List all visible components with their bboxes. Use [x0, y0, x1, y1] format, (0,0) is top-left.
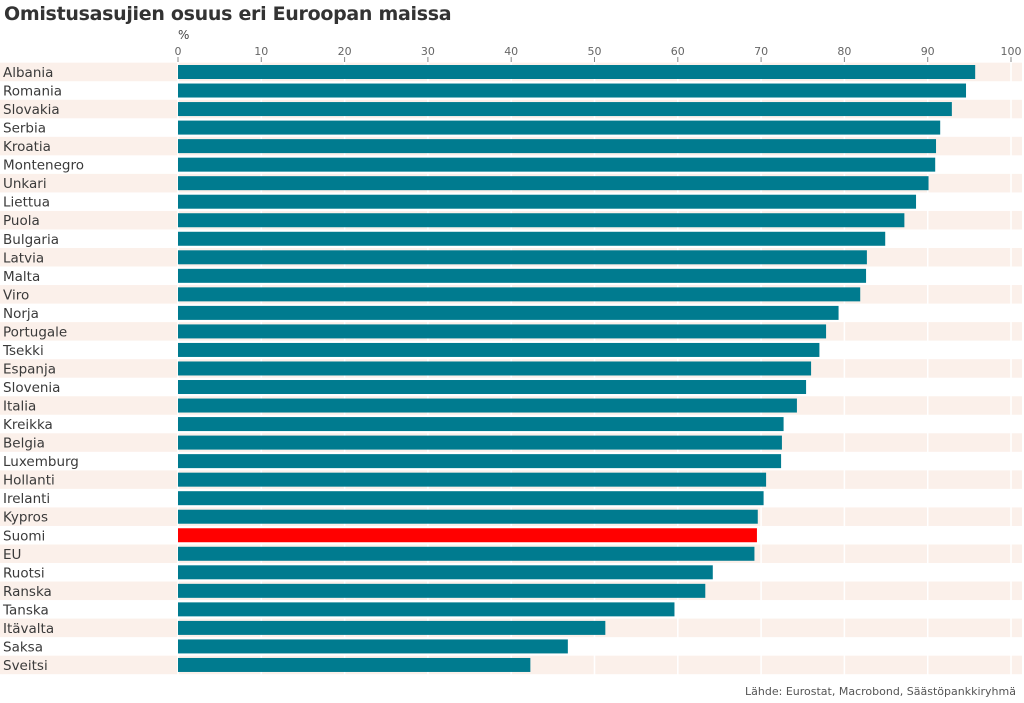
bar-albania: [178, 65, 976, 79]
bar-ruotsi: [178, 565, 713, 580]
bar-viro: [178, 287, 861, 302]
bar-saksa: [178, 639, 568, 654]
category-label: Ranska: [3, 584, 52, 600]
category-label: Saksa: [3, 639, 43, 655]
category-label: Albania: [3, 65, 53, 81]
bar-kreikka: [178, 417, 784, 432]
bar-espanja: [178, 361, 812, 376]
category-label: Irelanti: [3, 491, 50, 507]
bar-bulgaria: [178, 231, 886, 246]
category-label: Slovakia: [3, 102, 60, 118]
x-tick-label: 40: [504, 45, 518, 58]
bar-irelanti: [178, 491, 764, 506]
category-label: Latvia: [3, 250, 44, 266]
bar-liettua: [178, 194, 917, 209]
bar-unkari: [178, 176, 929, 191]
category-label: Kypros: [3, 510, 48, 526]
bar-suomi: [178, 528, 757, 543]
bar-puola: [178, 213, 905, 228]
category-label: Italia: [3, 399, 36, 415]
category-label: Espanja: [3, 361, 56, 377]
category-label: Ruotsi: [3, 565, 45, 581]
bar-montenegro: [178, 157, 936, 172]
bar-latvia: [178, 250, 867, 265]
category-label: Romania: [3, 84, 62, 100]
bar-norja: [178, 305, 839, 320]
category-label: Itävalta: [3, 621, 54, 637]
bar-serbia: [178, 120, 941, 135]
x-tick-label: 60: [671, 45, 685, 58]
category-label: Bulgaria: [3, 232, 59, 248]
category-label: Norja: [3, 306, 39, 322]
axis-unit-label: %: [178, 28, 190, 42]
bar-hollanti: [178, 472, 767, 487]
category-label: Slovenia: [3, 380, 60, 396]
category-label: Unkari: [3, 176, 47, 192]
x-tick-label: 10: [254, 45, 268, 58]
x-tick-label: 100: [1001, 45, 1022, 58]
category-label: Viro: [3, 287, 29, 303]
x-tick-label: 50: [588, 45, 602, 58]
bar-tanska: [178, 602, 675, 617]
chart-title: Omistusasujien osuus eri Euroopan maissa: [4, 3, 452, 25]
bar-kroatia: [178, 139, 937, 154]
bar-slovakia: [178, 102, 952, 117]
bar-eu: [178, 546, 755, 561]
x-tick-label: 70: [754, 45, 768, 58]
bar-tsekki: [178, 342, 820, 357]
category-label: Kroatia: [3, 139, 51, 155]
source-note: Lähde: Eurostat, Macrobond, Säästöpankki…: [745, 685, 1016, 698]
bar-romania: [178, 83, 967, 98]
category-label: Malta: [3, 269, 40, 285]
bar-italia: [178, 398, 797, 413]
category-label: Kreikka: [3, 417, 53, 433]
category-label: Liettua: [3, 195, 50, 211]
bar-luxemburg: [178, 454, 782, 469]
category-label: Tsekki: [2, 343, 44, 359]
x-tick-label: 0: [175, 45, 182, 58]
x-tick-label: 80: [837, 45, 851, 58]
category-label: Montenegro: [3, 158, 84, 174]
bar-belgia: [178, 435, 782, 450]
bar-ranska: [178, 583, 706, 598]
category-label: Luxemburg: [3, 454, 79, 470]
category-label: Puola: [3, 213, 40, 229]
category-label: Suomi: [3, 528, 45, 544]
x-tick-label: 20: [338, 45, 352, 58]
x-tick-label: 90: [921, 45, 935, 58]
category-label: Belgia: [3, 436, 45, 452]
bar-malta: [178, 268, 867, 283]
category-label: Portugale: [3, 324, 67, 340]
bar-sveitsi: [178, 657, 531, 672]
category-label: Tanska: [2, 602, 49, 618]
category-label: Hollanti: [3, 473, 55, 489]
category-label: Serbia: [3, 121, 46, 137]
bar-kypros: [178, 509, 758, 524]
bar-slovenia: [178, 380, 807, 395]
x-tick-label: 30: [421, 45, 435, 58]
bar-itävalta: [178, 620, 606, 635]
category-label: EU: [3, 547, 21, 563]
category-label: Sveitsi: [3, 658, 48, 674]
bar-portugale: [178, 324, 827, 339]
